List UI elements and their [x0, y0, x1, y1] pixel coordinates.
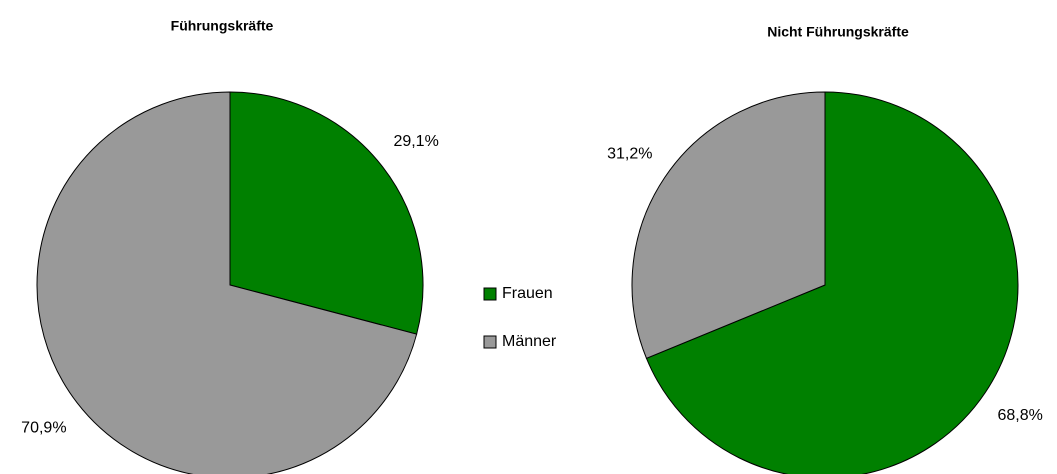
legend-swatch [483, 335, 497, 349]
legend-swatch [483, 287, 497, 301]
legend-label: Männer [502, 333, 557, 350]
pie-slice [645, 91, 1019, 474]
data-label: 31,2% [607, 145, 652, 162]
pie-slice [36, 91, 418, 474]
legend-label: Frauen [502, 285, 553, 302]
data-label: 29,1% [393, 133, 438, 150]
data-label: 68,8% [998, 407, 1043, 424]
pie-slice [631, 91, 826, 359]
chart-title: Nicht Führungskräfte [767, 24, 909, 40]
chart-title: Führungskräfte [171, 18, 274, 34]
pie-slice [229, 91, 424, 335]
data-label: 70,9% [21, 420, 66, 437]
